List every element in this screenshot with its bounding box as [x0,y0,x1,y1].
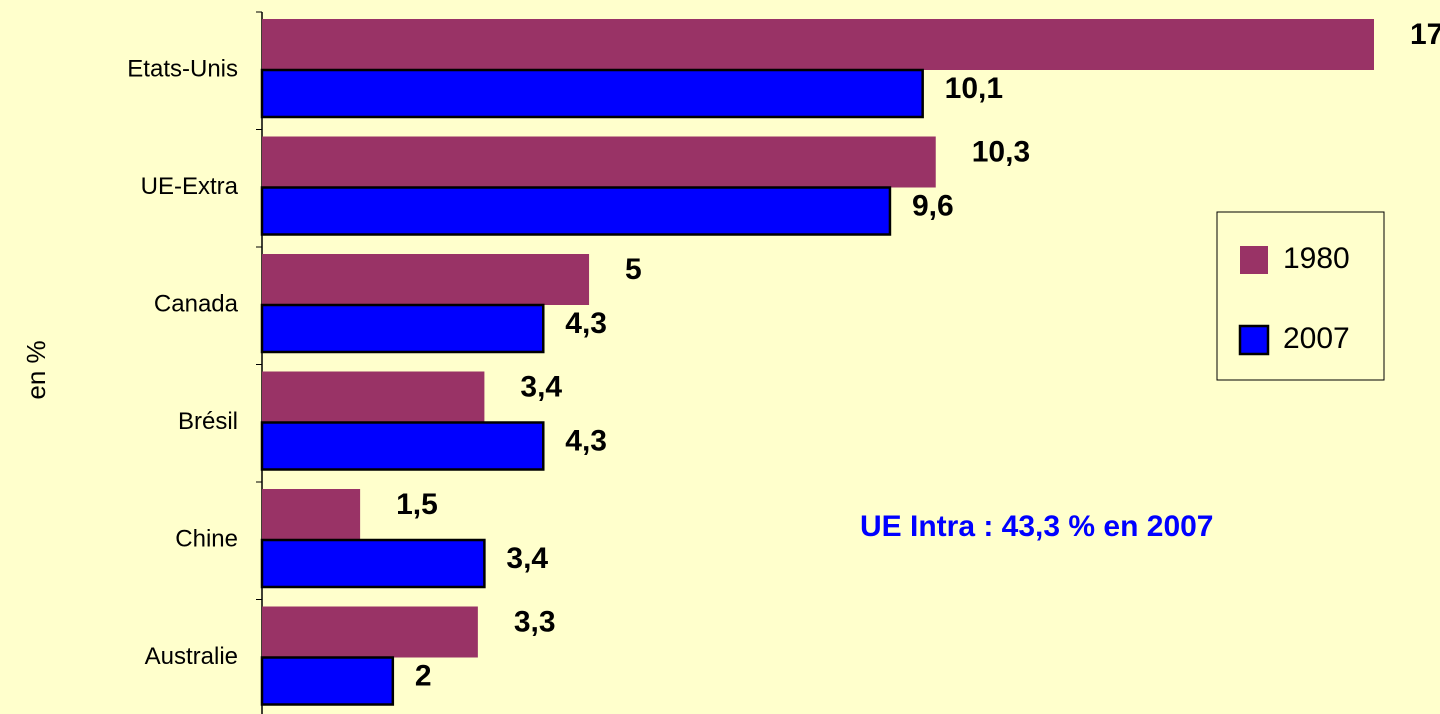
bar [260,421,545,471]
value-label: 5 [625,253,642,286]
value-label: 17 [1410,18,1440,51]
category-label: Canada [154,290,239,317]
y-axis-label: en % [21,340,51,399]
bar [262,136,936,188]
legend-box [1216,211,1385,381]
category-label: UE-Extra [141,173,239,200]
bar [262,489,361,540]
value-label: 2 [415,659,432,692]
category-label: Australie [145,643,238,670]
legend-label: 2007 [1283,322,1350,355]
value-label: 4,3 [565,307,607,340]
legend-label: 1980 [1283,242,1350,275]
value-label: 10,1 [945,72,1003,105]
value-label: 4,3 [565,424,607,457]
legend-swatch [1240,246,1268,274]
value-label: 3,3 [514,605,556,638]
value-label: 9,6 [912,189,954,222]
bar [260,186,892,236]
value-label: 10,3 [972,135,1030,168]
category-label: Chine [175,525,238,552]
bar [262,371,485,423]
value-label: 3,4 [506,542,548,575]
bar [262,19,1374,70]
bar [260,656,395,706]
value-label: 1,5 [396,488,438,521]
category-label: Brésil [178,408,238,435]
bar [260,538,486,589]
bar [260,303,545,354]
category-label: Etats-Unis [127,55,238,82]
legend-swatch [1238,324,1270,356]
value-label: 3,4 [520,370,562,403]
bar [260,68,924,119]
annotation: UE Intra : 43,3 % en 2007 [860,510,1214,543]
bar [262,606,478,658]
bar [262,254,590,305]
